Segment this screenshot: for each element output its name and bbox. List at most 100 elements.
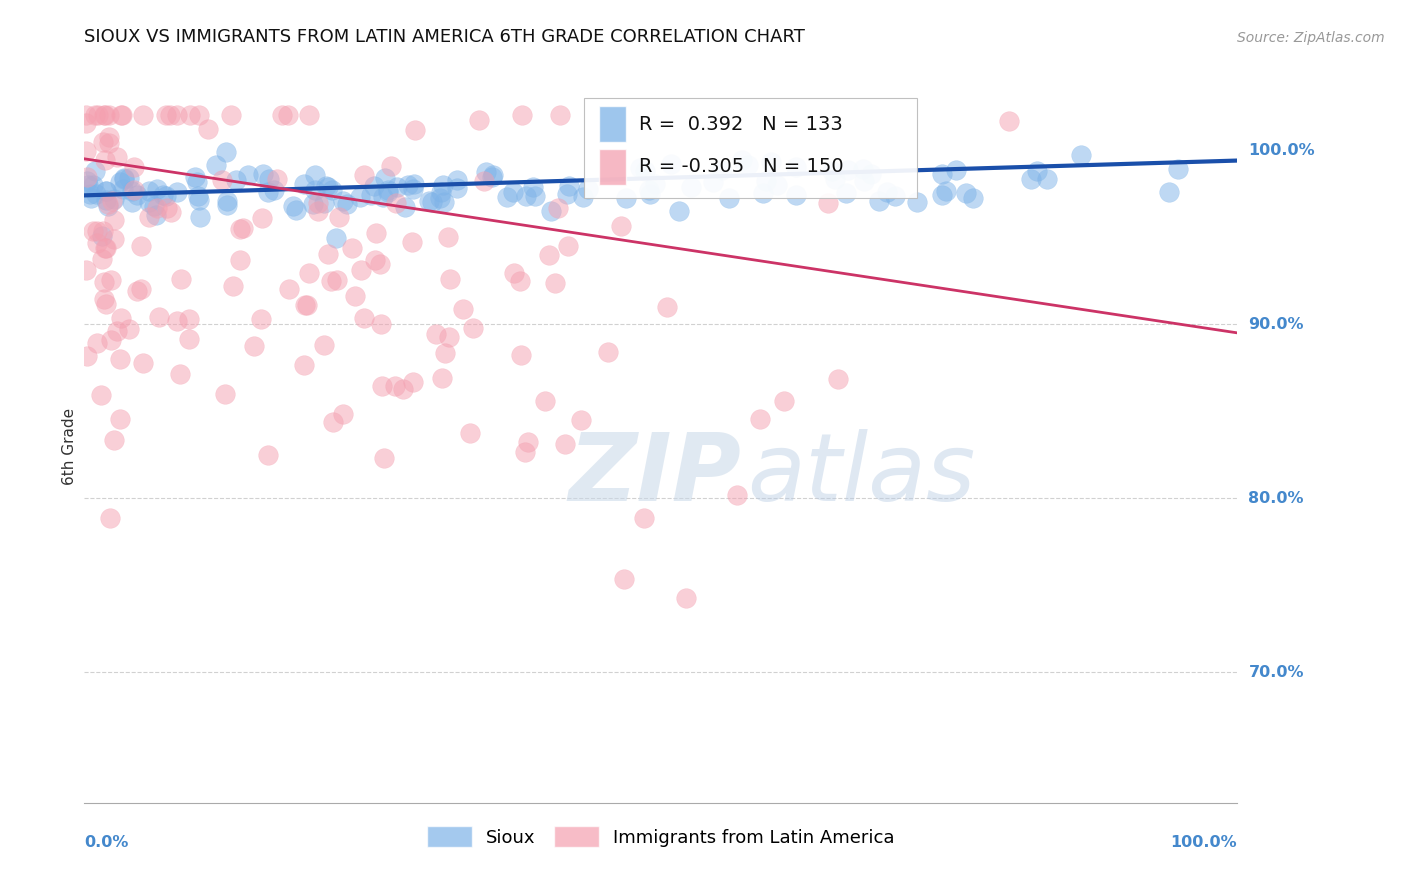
Point (187, 189, 209, 203)
Point (90, 388, 112, 402)
Point (613, 572, 636, 586)
Point (998, 113, 1021, 128)
Point (103, 231, 125, 245)
Point (80, 191, 103, 205)
Point (534, 393, 557, 408)
Point (540, 204, 562, 219)
Point (475, 164, 498, 178)
Point (884, 188, 907, 202)
Text: 90.0%: 90.0% (1249, 317, 1303, 332)
Point (232, 220, 254, 235)
Point (785, 160, 807, 174)
Point (138, 211, 160, 225)
Point (495, 190, 517, 204)
Point (349, 190, 371, 204)
Point (360, 188, 382, 202)
Point (702, 175, 724, 189)
Point (86, 235, 108, 250)
Point (301, 196, 323, 211)
Point (353, 169, 375, 183)
Point (94, 108, 117, 122)
Point (110, 310, 132, 325)
Point (370, 317, 392, 331)
Point (84, 186, 107, 201)
Point (363, 178, 385, 193)
Point (321, 183, 343, 197)
Point (468, 113, 491, 128)
Point (108, 352, 131, 367)
Point (156, 202, 179, 216)
Point (97, 197, 120, 211)
Point (384, 379, 406, 393)
Point (326, 272, 349, 286)
Point (710, 163, 733, 178)
Point (638, 183, 661, 197)
Point (257, 185, 280, 199)
Point (278, 282, 301, 296)
Point (155, 189, 177, 203)
Point (834, 186, 856, 200)
Y-axis label: 6th Grade: 6th Grade (62, 408, 77, 484)
Point (96, 184, 118, 198)
Point (962, 191, 984, 205)
Point (679, 179, 702, 194)
Point (263, 183, 285, 197)
Point (350, 263, 373, 277)
Point (312, 196, 335, 211)
Point (458, 425, 481, 440)
Point (659, 157, 682, 171)
Point (97, 129, 120, 144)
Point (463, 321, 485, 335)
Point (103, 433, 125, 447)
Point (931, 167, 953, 181)
Point (91, 228, 114, 243)
Point (610, 219, 633, 233)
Point (821, 164, 844, 178)
Point (110, 108, 132, 122)
Point (332, 194, 354, 208)
Text: ZIP: ZIP (568, 428, 741, 521)
Point (100, 333, 122, 347)
Point (219, 108, 242, 122)
Point (425, 326, 447, 341)
Point (628, 161, 651, 175)
Point (111, 182, 134, 196)
Point (752, 186, 775, 200)
Point (316, 247, 339, 261)
Point (548, 108, 571, 122)
Point (377, 183, 399, 197)
Point (238, 168, 260, 182)
Point (96, 297, 118, 311)
Point (571, 413, 593, 427)
Text: atlas: atlas (748, 429, 976, 520)
Point (94, 193, 117, 207)
Point (353, 310, 375, 325)
Point (572, 190, 595, 204)
Point (380, 159, 402, 173)
Point (170, 271, 193, 285)
Point (931, 187, 953, 202)
Point (513, 445, 536, 459)
Point (250, 211, 273, 225)
Point (430, 371, 453, 385)
Point (446, 173, 468, 187)
Point (242, 339, 264, 353)
Point (366, 226, 388, 240)
Point (98, 511, 121, 525)
Point (160, 205, 183, 219)
Point (853, 174, 876, 188)
Point (105, 150, 128, 164)
Point (143, 199, 166, 213)
Point (316, 179, 339, 194)
Point (433, 194, 456, 209)
Point (785, 187, 807, 202)
Point (852, 162, 875, 177)
Point (437, 230, 460, 244)
Point (396, 178, 419, 193)
Point (84, 164, 107, 178)
Point (1019, 172, 1042, 186)
Point (75, 108, 97, 122)
Point (578, 182, 600, 196)
Point (955, 186, 977, 200)
Point (292, 178, 315, 192)
